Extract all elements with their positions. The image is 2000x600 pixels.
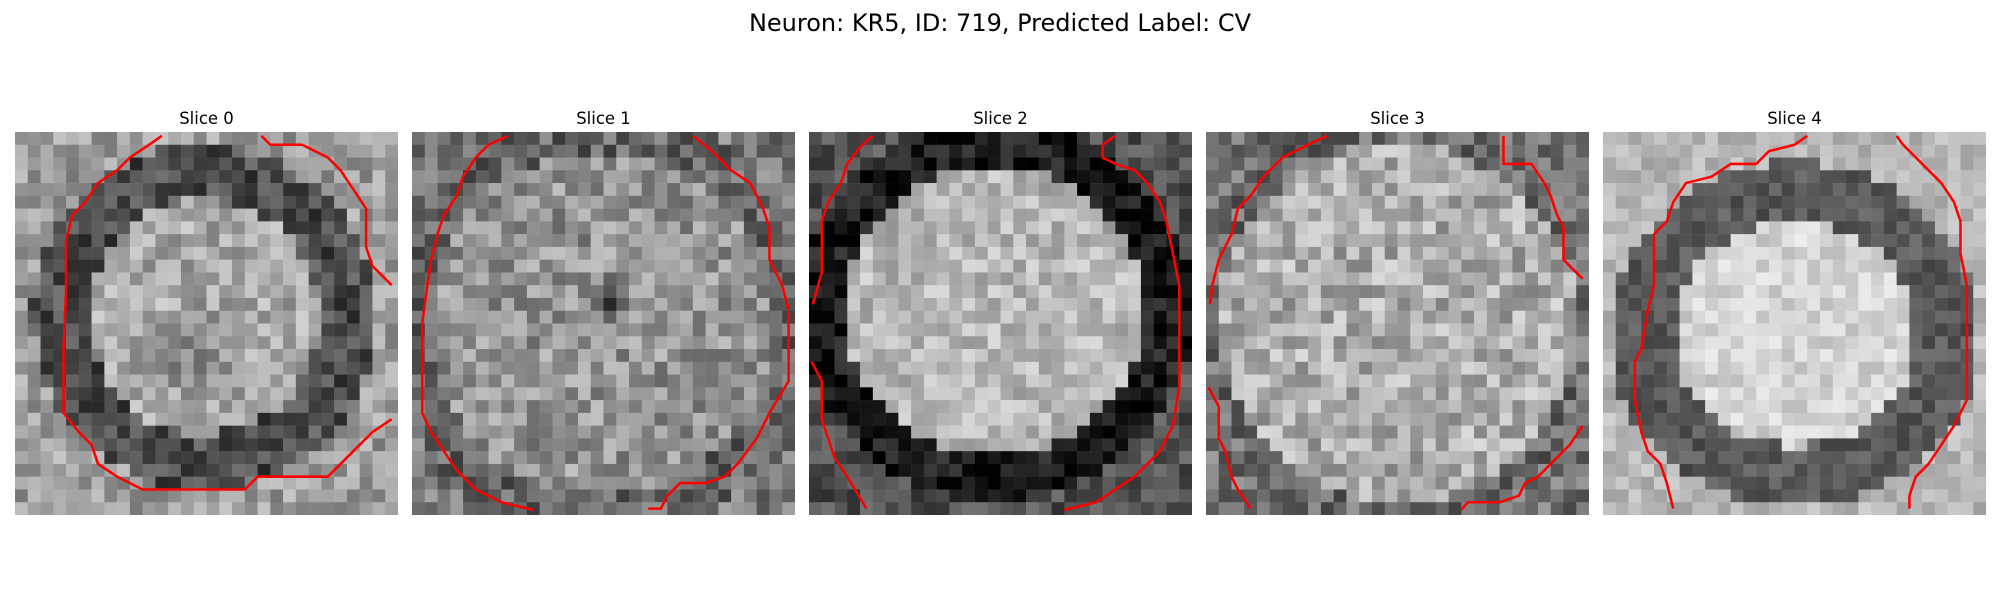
figure-title: Neuron: KR5, ID: 719, Predicted Label: C… [748, 9, 1252, 37]
slice-image-1 [412, 132, 795, 515]
segmentation-contour-2-1 [811, 134, 874, 305]
segmentation-contour-0-1 [62, 134, 393, 491]
segmentation-contour-1-0 [648, 134, 790, 510]
segmentation-contour-1-1 [420, 134, 534, 512]
slice-panel-1: Slice 1 [412, 108, 795, 515]
slice-title-3: Slice 3 [1370, 109, 1425, 128]
segmentation-contour-2-2 [810, 361, 868, 510]
slice-title-1: Slice 1 [576, 109, 631, 128]
segmentation-contour-2-0 [1064, 134, 1181, 512]
segmentation-contour-0-0 [260, 134, 393, 287]
slice-title-0: Slice 0 [179, 109, 234, 128]
slice-panel-0: Slice 0 [15, 108, 398, 515]
segmentation-contour-3-2 [1207, 386, 1252, 510]
slice-image-4 [1603, 132, 1986, 515]
segmentation-contour-3-0 [1502, 135, 1584, 280]
slice-panel-4: Slice 4 [1603, 108, 1986, 515]
segmentation-contour-4-1 [1633, 134, 1808, 509]
segmentation-contour-3-3 [1460, 424, 1584, 511]
segmentation-contour-4-0 [1895, 135, 1969, 509]
slice-title-2: Slice 2 [973, 109, 1028, 128]
slice-panel-2: Slice 2 [809, 108, 1192, 515]
segmentation-contour-3-1 [1208, 134, 1328, 305]
slice-panel-3: Slice 3 [1206, 108, 1589, 515]
slice-image-2 [809, 132, 1192, 515]
slice-title-4: Slice 4 [1767, 109, 1822, 128]
slice-image-0 [15, 132, 398, 515]
slice-image-3 [1206, 132, 1589, 515]
